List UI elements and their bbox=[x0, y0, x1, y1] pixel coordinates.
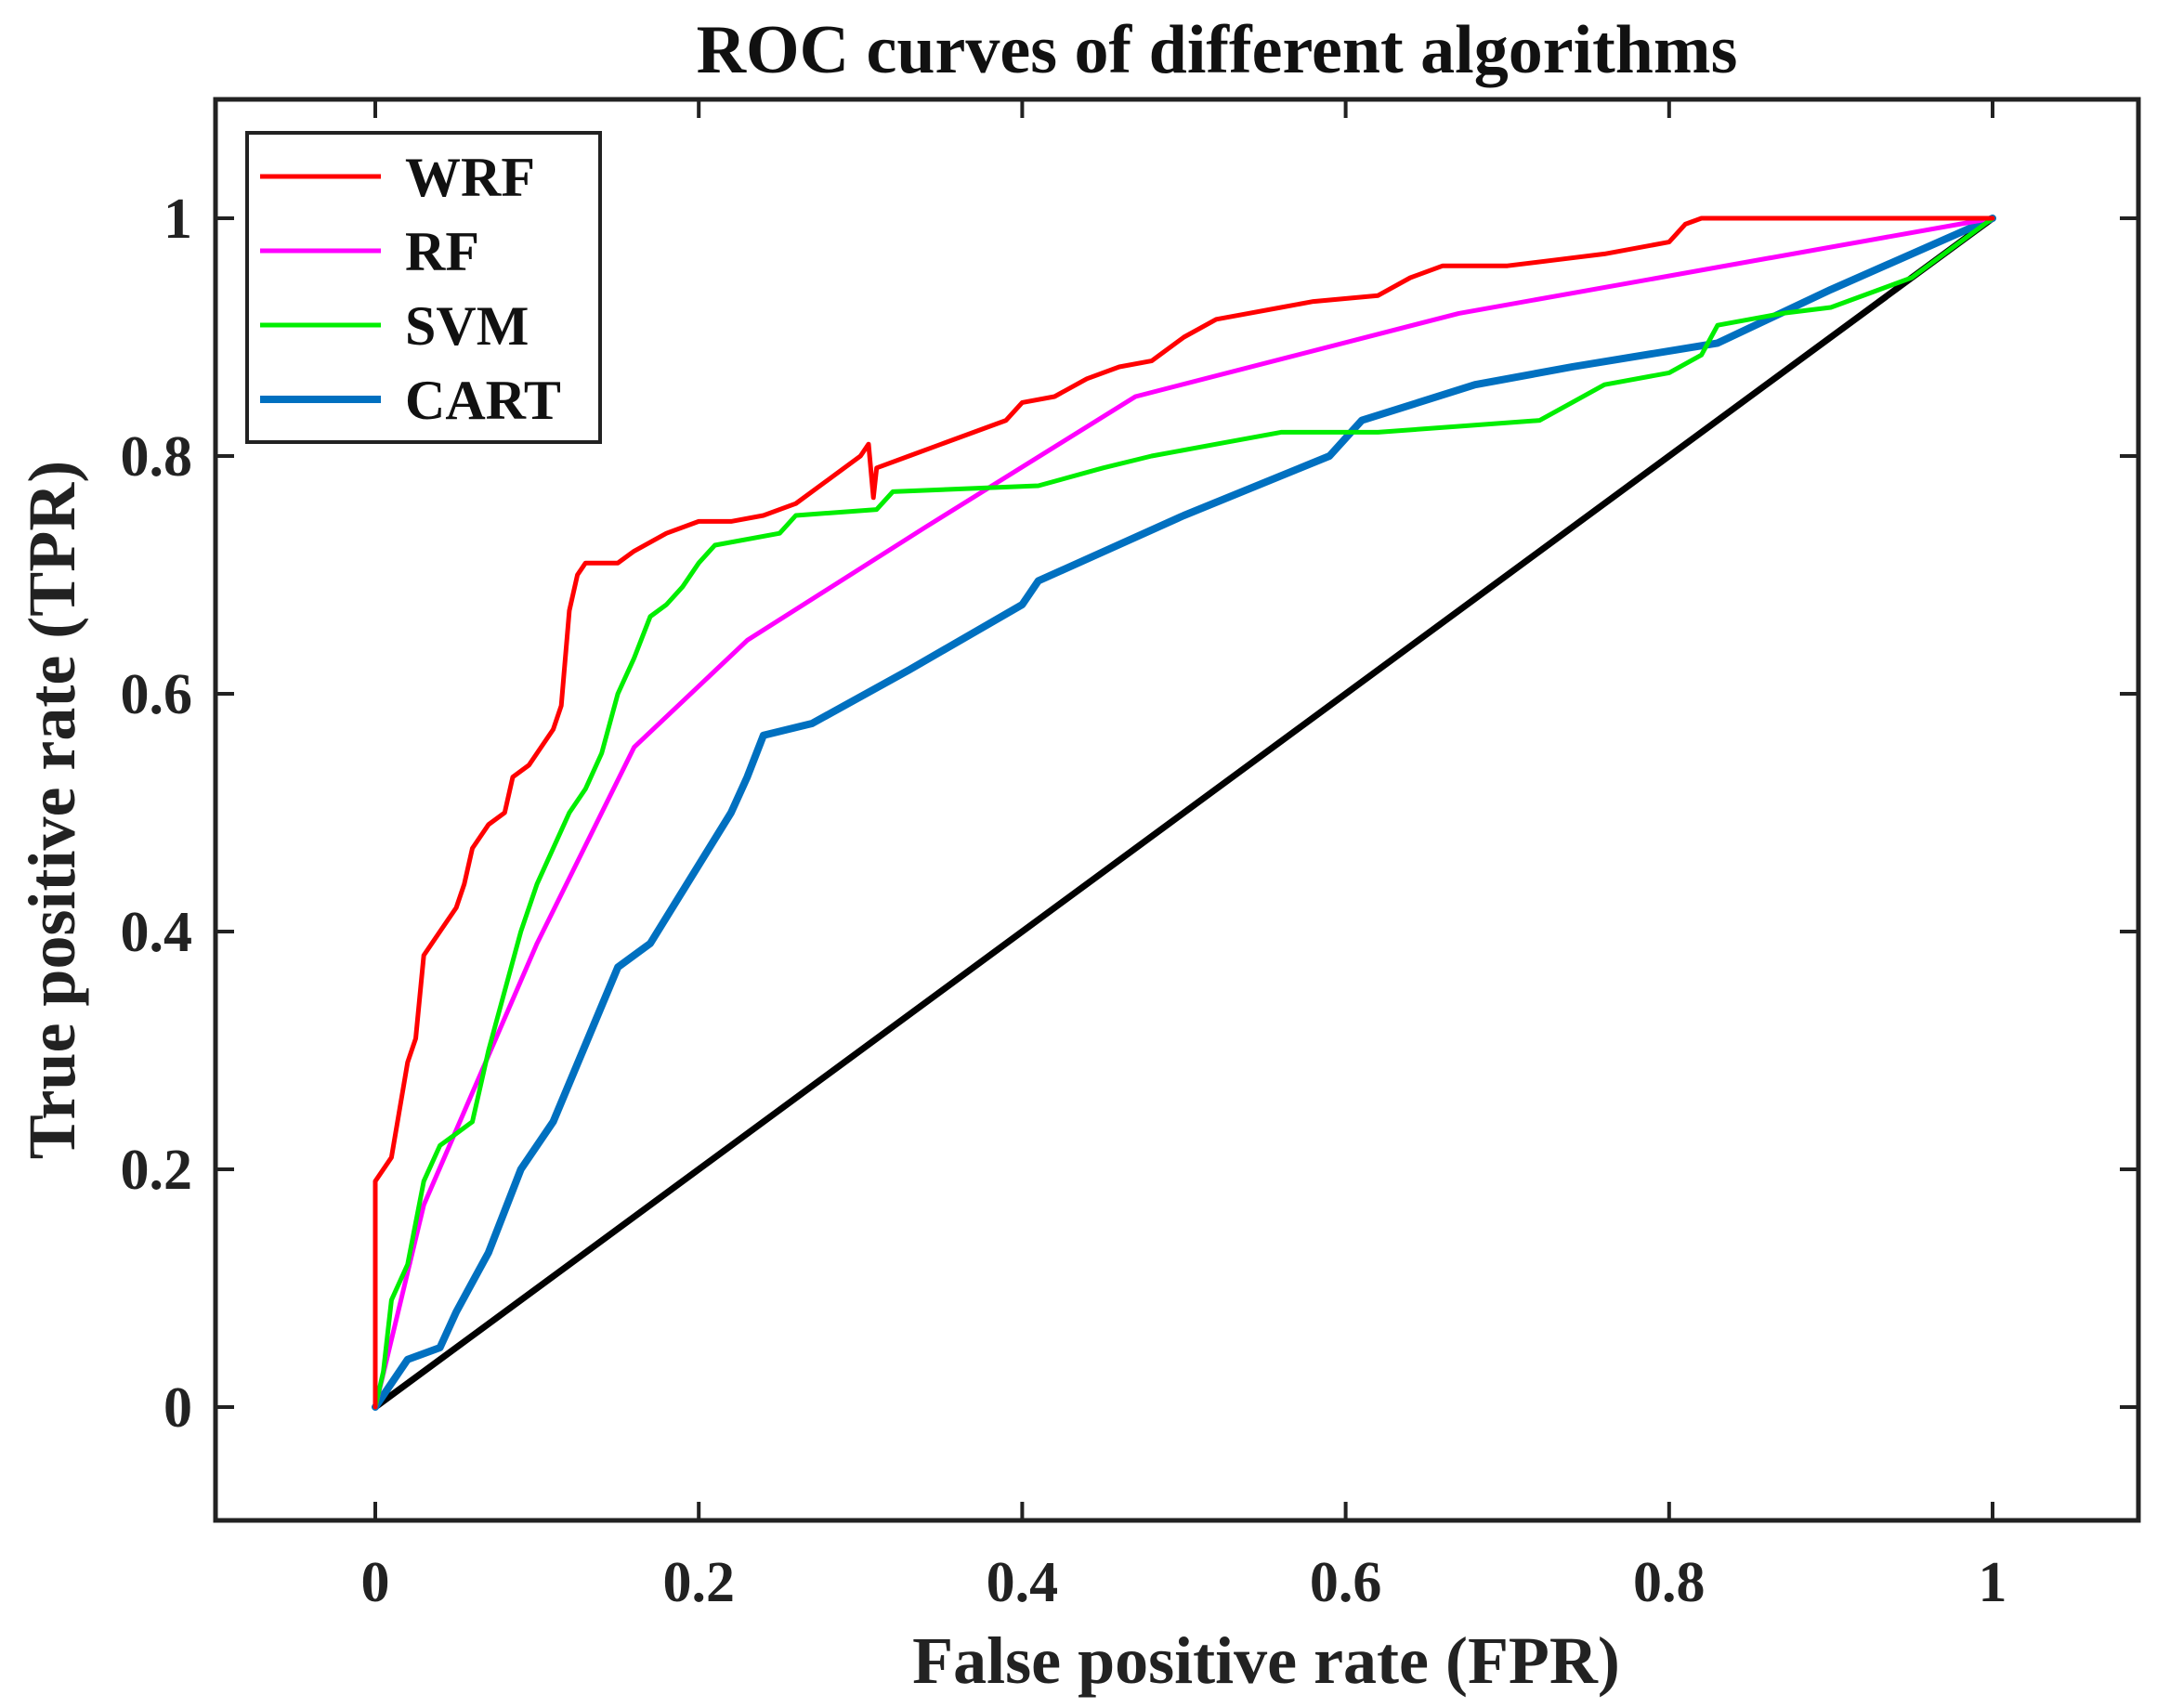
y-tick-label: 0 bbox=[163, 1376, 192, 1440]
y-tick-label: 0.4 bbox=[121, 901, 193, 964]
x-tick-label: 0.8 bbox=[1633, 1551, 1706, 1614]
plot-area-frame bbox=[213, 97, 2141, 1523]
x-axis-label: False positive rate (FPR) bbox=[912, 1623, 1620, 1698]
x-tick-label: 0.4 bbox=[987, 1551, 1059, 1614]
legend-label-cart: CART bbox=[405, 370, 561, 431]
series-line-svm bbox=[373, 215, 1995, 1410]
legend-label-rf: RF bbox=[405, 221, 479, 282]
series-line-rf bbox=[373, 215, 1995, 1410]
y-axis-ticks: 0 0.2 0.4 0.6 0.8 1 bbox=[121, 188, 2138, 1440]
x-tick-label: 0 bbox=[361, 1551, 390, 1614]
legend-label-svm: SVM bbox=[405, 295, 529, 357]
x-tick-label: 1 bbox=[1979, 1551, 2007, 1614]
y-tick-label: 0.6 bbox=[121, 663, 193, 726]
y-tick-label: 1 bbox=[163, 188, 192, 251]
series-line-wrf bbox=[373, 215, 1995, 1410]
legend-label-wrf: WRF bbox=[405, 147, 535, 208]
series-line-random bbox=[372, 215, 1996, 1411]
x-tick-label: 0.6 bbox=[1310, 1551, 1382, 1614]
plot-lines bbox=[372, 215, 1996, 1411]
legend: WRF RF SVM CART bbox=[245, 131, 602, 444]
x-tick-label: 0.2 bbox=[662, 1551, 735, 1614]
y-axis-label: True positive rate (TPR) bbox=[15, 461, 89, 1159]
series-line-cart bbox=[372, 215, 1996, 1411]
y-tick-label: 0.2 bbox=[121, 1139, 193, 1202]
x-axis-ticks: 0 0.2 0.4 0.6 0.8 1 bbox=[361, 99, 2007, 1614]
legend-box bbox=[245, 131, 602, 444]
y-tick-label: 0.8 bbox=[121, 425, 193, 489]
chart-title: ROC curves of different algorithms bbox=[697, 12, 1738, 88]
